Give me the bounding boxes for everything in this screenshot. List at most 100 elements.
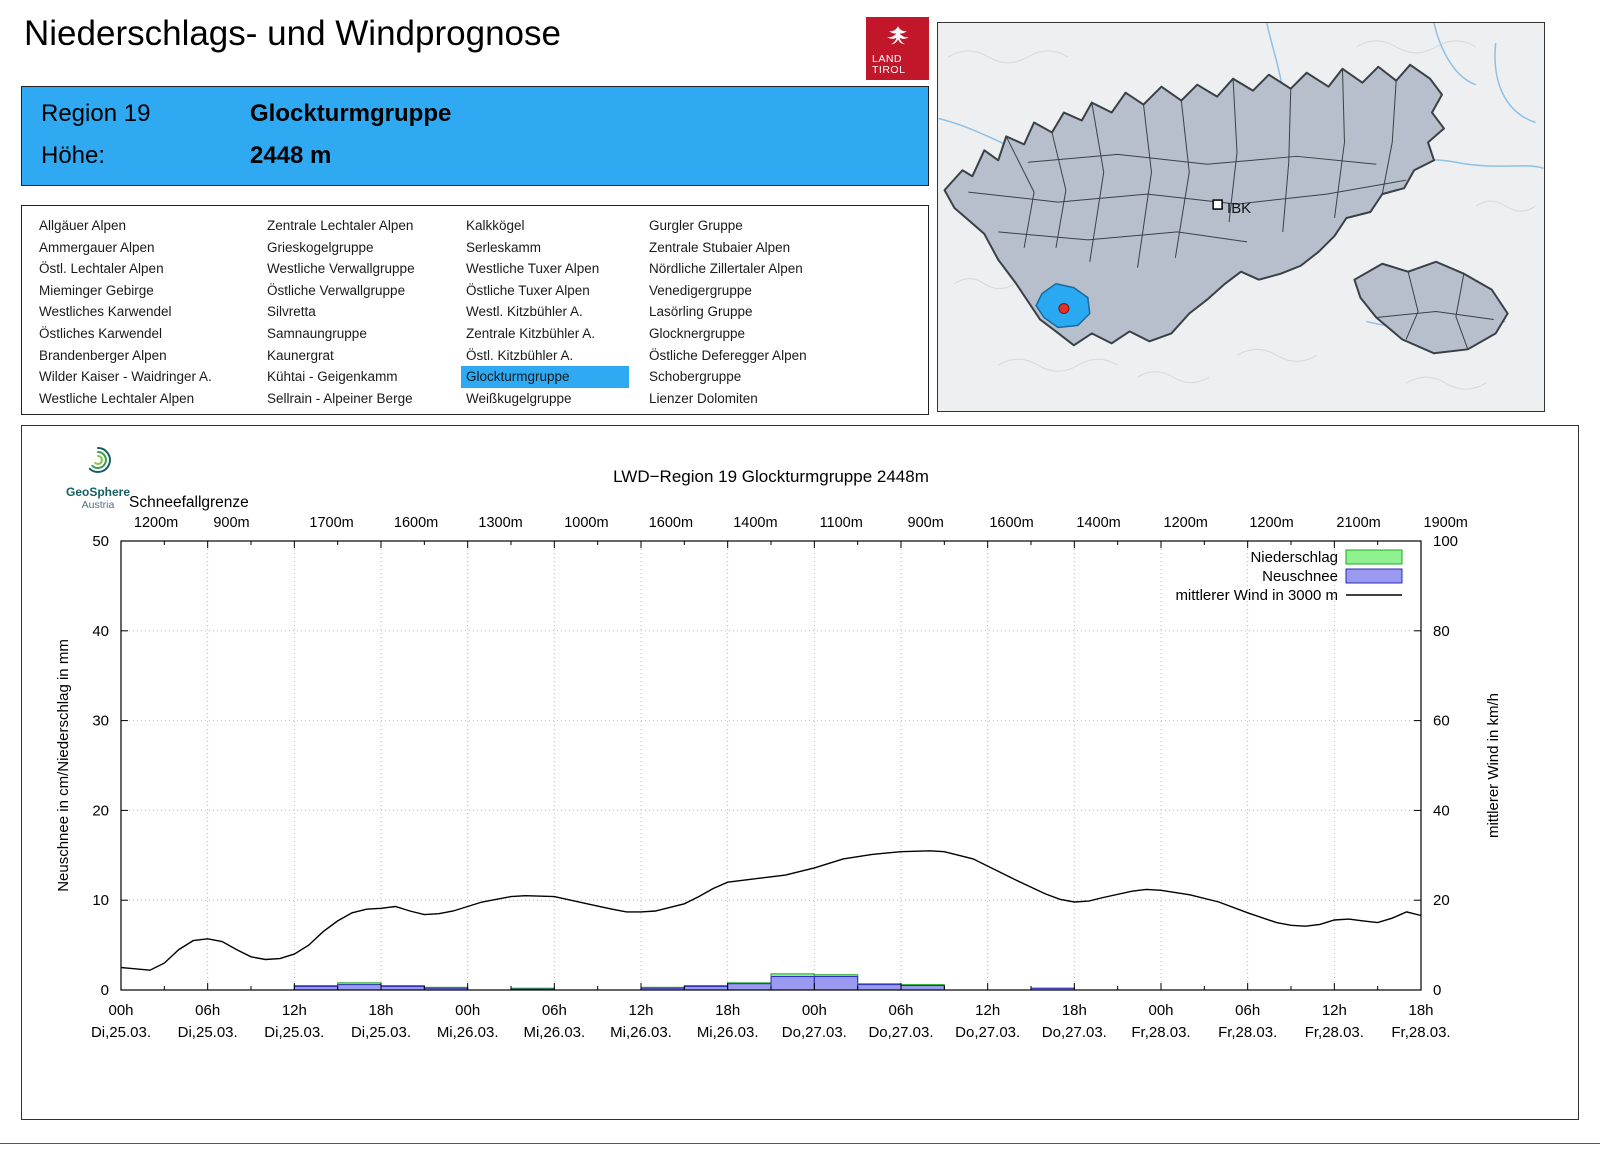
forecast-chart: GeoSphere Austria 00h Di,25.03. 06h Di,25.0… — [21, 425, 1579, 1120]
snowline-value: 1200m — [1164, 515, 1208, 531]
svg-text:12h: 12h — [282, 1002, 307, 1019]
region-list-item[interactable]: Östliche Deferegger Alpen — [649, 347, 807, 363]
region-list-item[interactable]: Östliches Karwendel — [39, 325, 163, 341]
svg-text:Di,25.03.: Di,25.03. — [264, 1024, 324, 1041]
svg-text:Do,27.03.: Do,27.03. — [868, 1024, 933, 1041]
region-list-item[interactable]: Zentrale Stubaier Alpen — [649, 239, 791, 255]
snowline-value: 1400m — [1076, 515, 1120, 531]
snowline-value: 900m — [908, 515, 944, 531]
map-marker-label: IBK — [1227, 200, 1251, 217]
region-list-item[interactable]: Kühtai - Geigenkamm — [267, 369, 398, 385]
region-list-item[interactable]: Westliche Verwallgruppe — [267, 261, 415, 277]
svg-text:0: 0 — [1433, 982, 1441, 999]
svg-text:Mi,26.03.: Mi,26.03. — [523, 1024, 585, 1041]
region-list-item[interactable]: Serleskamm — [466, 239, 542, 255]
svg-text:Neuschnee: Neuschnee — [1262, 568, 1338, 585]
land-tirol-logo[interactable]: LAND TIROL — [866, 17, 929, 80]
region-list-item[interactable]: Östliche Tuxer Alpen — [466, 282, 590, 298]
svg-text:12h: 12h — [628, 1002, 653, 1019]
region-column: Kalkkögel Serleskamm Westliche Tuxer Alpen… — [461, 215, 629, 409]
svg-text:0: 0 — [101, 982, 109, 999]
region-list-item[interactable]: Östl. Kitzbühler A. — [466, 347, 574, 363]
neuschnee-bar — [770, 976, 815, 991]
region-list-item[interactable]: Ammergauer Alpen — [39, 239, 155, 255]
svg-text:Mi,26.03.: Mi,26.03. — [610, 1024, 672, 1041]
svg-text:00h: 00h — [455, 1002, 480, 1019]
region-list-item[interactable]: Allgäuer Alpen — [39, 218, 127, 233]
region-list-item[interactable]: Glocknergruppe — [649, 325, 746, 341]
neuschnee-bar — [337, 984, 382, 991]
svg-text:80: 80 — [1433, 623, 1450, 640]
region-list-item[interactable]: Mieminger Gebirge — [39, 282, 154, 298]
region-list-item[interactable]: Gurgler Gruppe — [649, 218, 743, 233]
region-list-item[interactable]: Weißkugelgruppe — [466, 390, 572, 406]
svg-text:Do,27.03.: Do,27.03. — [955, 1024, 1020, 1041]
neuschnee-bar — [857, 984, 902, 991]
ibk-marker-icon — [1212, 199, 1223, 210]
svg-text:Do,27.03.: Do,27.03. — [782, 1024, 847, 1041]
region-column: Allgäuer Alpen Ammergauer Alpen Östl. Lech… — [34, 215, 252, 409]
svg-text:50: 50 — [92, 533, 109, 550]
svg-text:18h: 18h — [368, 1002, 393, 1019]
east-tirol-region[interactable] — [1353, 260, 1509, 355]
snowline-value: 1600m — [394, 515, 438, 531]
region-list-item[interactable]: Nördliche Zillertaler Alpen — [649, 261, 803, 277]
snowline-value: 2100m — [1336, 515, 1380, 531]
svg-text:20: 20 — [92, 802, 109, 819]
y-right-axis-label: mittlerer Wind in km/h — [1485, 693, 1502, 838]
svg-text:20: 20 — [1433, 892, 1450, 909]
region-list-item[interactable]: Zentrale Lechtaler Alpen — [267, 218, 414, 233]
region-list-item[interactable]: Samnaungruppe — [267, 325, 367, 341]
region-list-item[interactable]: Grieskogelgruppe — [267, 239, 374, 255]
svg-text:06h: 06h — [542, 1002, 567, 1019]
x-axis — [120, 541, 1422, 990]
region-boundaries — [968, 68, 1494, 350]
region-list-item[interactable]: Östl. Lechtaler Alpen — [39, 261, 164, 277]
wind-line — [120, 850, 1422, 971]
region-list-item[interactable]: Kaunergrat — [267, 347, 334, 363]
selected-region-marker — [1058, 303, 1070, 314]
svg-text:00h: 00h — [108, 1002, 133, 1019]
region-column: Gurgler Gruppe Zentrale Stubaier Alpen Nör… — [644, 215, 890, 409]
svg-text:30: 30 — [92, 713, 109, 730]
chart-legend — [1345, 549, 1403, 596]
region-list-item[interactable]: Westliche Lechtaler Alpen — [39, 390, 195, 406]
svg-text:Di,25.03.: Di,25.03. — [91, 1024, 151, 1041]
precip-bars — [293, 973, 1075, 991]
region-list-item[interactable]: Sellrain - Alpeiner Berge — [267, 390, 413, 406]
region-list-item[interactable]: Venedigergruppe — [649, 282, 752, 298]
neuschnee-bar — [727, 983, 772, 991]
region-list-item[interactable]: Kalkkögel — [466, 218, 525, 233]
region-list-item[interactable]: Westliche Tuxer Alpen — [466, 261, 600, 277]
svg-text:mittlerer Wind in 3000 m: mittlerer Wind in 3000 m — [1175, 587, 1338, 604]
page-title: Niederschlags- und Windprognose — [24, 14, 561, 53]
region-list-item[interactable]: Schobergruppe — [649, 369, 742, 385]
region-list-item[interactable]: Lienzer Dolomiten — [649, 390, 758, 406]
svg-text:Niederschlag: Niederschlag — [1250, 549, 1338, 566]
region-list-item[interactable]: Westliches Karwendel — [39, 304, 172, 320]
region-number-label: Region 19 — [41, 100, 151, 127]
snowline-value: 1200m — [1249, 515, 1293, 531]
region-list-item[interactable]: Silvretta — [267, 304, 316, 320]
region-list-item[interactable]: Westl. Kitzbühler A. — [466, 304, 583, 320]
svg-text:18h: 18h — [715, 1002, 740, 1019]
region-list-item[interactable]: Lasörling Gruppe — [649, 304, 753, 320]
snowline-value: 1600m — [989, 515, 1033, 531]
svg-text:00h: 00h — [1148, 1002, 1173, 1019]
region-list-item[interactable]: Zentrale Kitzbühler A. — [466, 325, 596, 341]
region-list-item[interactable]: Wilder Kaiser - Waidringer A. — [39, 369, 212, 385]
svg-text:12h: 12h — [1322, 1002, 1347, 1019]
region-list-item-selected[interactable]: Glockturmgruppe — [461, 366, 629, 388]
svg-text:Fr,28.03.: Fr,28.03. — [1305, 1024, 1364, 1041]
svg-text:40: 40 — [92, 623, 109, 640]
neuschnee-bar — [813, 976, 859, 991]
tirol-map[interactable]: IBK — [937, 22, 1545, 412]
svg-text:Do,27.03.: Do,27.03. — [1042, 1024, 1107, 1041]
altitude-label: Höhe: — [41, 142, 106, 169]
region-list-item[interactable]: Östliche Verwallgruppe — [267, 282, 406, 298]
svg-text:00h: 00h — [802, 1002, 827, 1019]
region-list-item[interactable]: Brandenberger Alpen — [39, 347, 167, 363]
chart-grid — [121, 541, 1421, 990]
north-tirol-region[interactable] — [943, 63, 1445, 347]
